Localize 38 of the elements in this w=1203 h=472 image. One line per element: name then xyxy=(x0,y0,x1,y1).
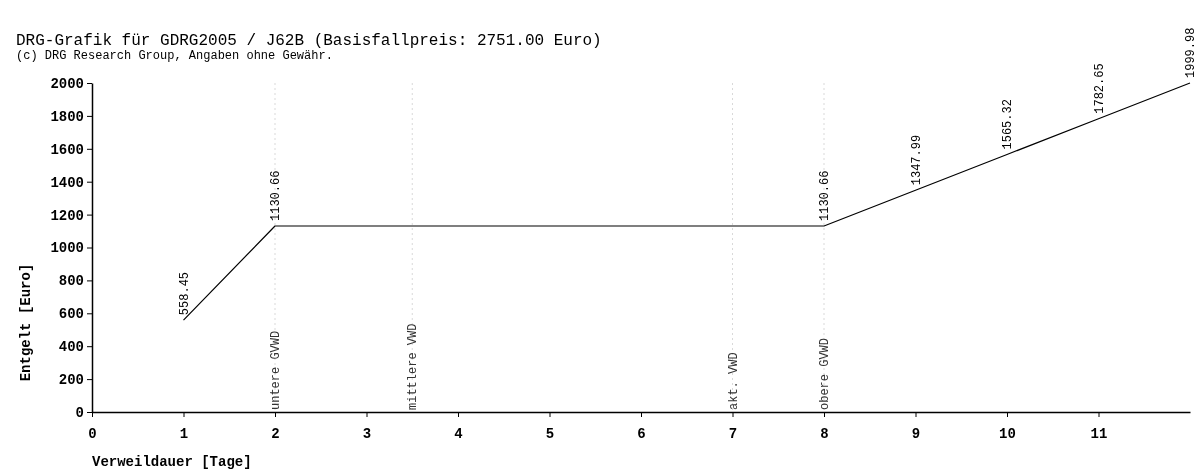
y-tick-label: 1600 xyxy=(50,141,84,158)
chart-subtitle: (c) DRG Research Group, Angaben ohne Gewähr. xyxy=(16,49,333,63)
y-tick-label: 2000 xyxy=(50,75,84,92)
ref-line-label: mittlere VWD xyxy=(406,323,421,410)
x-tick-label: 10 xyxy=(999,426,1016,443)
x-tick-label: 0 xyxy=(88,426,97,443)
x-tick-label: 11 xyxy=(1090,426,1108,443)
data-label: 1782.65 xyxy=(1092,63,1107,114)
y-tick-label: 1200 xyxy=(50,207,84,224)
ref-line-label: obere GVWD xyxy=(818,337,832,410)
x-tick-label: 3 xyxy=(362,426,372,443)
x-tick-label: 5 xyxy=(545,426,555,443)
y-tick-label: 1800 xyxy=(50,108,84,125)
y-axis-title: Entgelt [Euro] xyxy=(18,263,34,382)
x-tick-label: 6 xyxy=(637,426,646,443)
chart-title: DRG-Grafik für GDRG2005 / J62B (Basisfallpreis: 2751.00 Euro) xyxy=(16,32,602,50)
data-label: 1999.98 xyxy=(1184,27,1198,78)
x-tick-label: 8 xyxy=(820,426,829,443)
y-tick-label: 1000 xyxy=(50,240,84,257)
y-tick-label: 400 xyxy=(58,339,84,356)
x-axis-title: Verweildauer [Tage] xyxy=(92,454,252,470)
x-tick-label: 1 xyxy=(179,426,189,443)
y-tick-label: 1400 xyxy=(50,174,84,191)
y-tick-label: 800 xyxy=(58,273,84,290)
data-label: 1347.99 xyxy=(909,134,924,186)
data-label: 558.45 xyxy=(177,271,192,316)
y-tick-label: 600 xyxy=(58,306,84,323)
x-tick-label: 9 xyxy=(911,426,921,443)
x-tick-label: 7 xyxy=(728,426,738,443)
ref-line-label: untere GVWD xyxy=(269,330,283,410)
data-label: 1565.32 xyxy=(1001,99,1015,150)
data-label: 1130.66 xyxy=(269,170,283,222)
y-tick-label: 0 xyxy=(75,404,84,421)
y-tick-label: 200 xyxy=(58,372,84,389)
data-label: 1130.66 xyxy=(818,170,832,222)
x-tick-label: 2 xyxy=(271,426,280,443)
ref-line-label: akt. VWD xyxy=(726,352,741,410)
x-tick-label: 4 xyxy=(454,426,463,443)
